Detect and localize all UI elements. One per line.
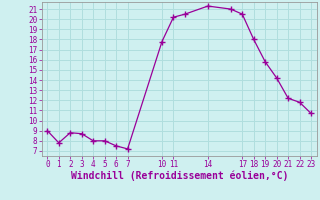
- X-axis label: Windchill (Refroidissement éolien,°C): Windchill (Refroidissement éolien,°C): [70, 171, 288, 181]
